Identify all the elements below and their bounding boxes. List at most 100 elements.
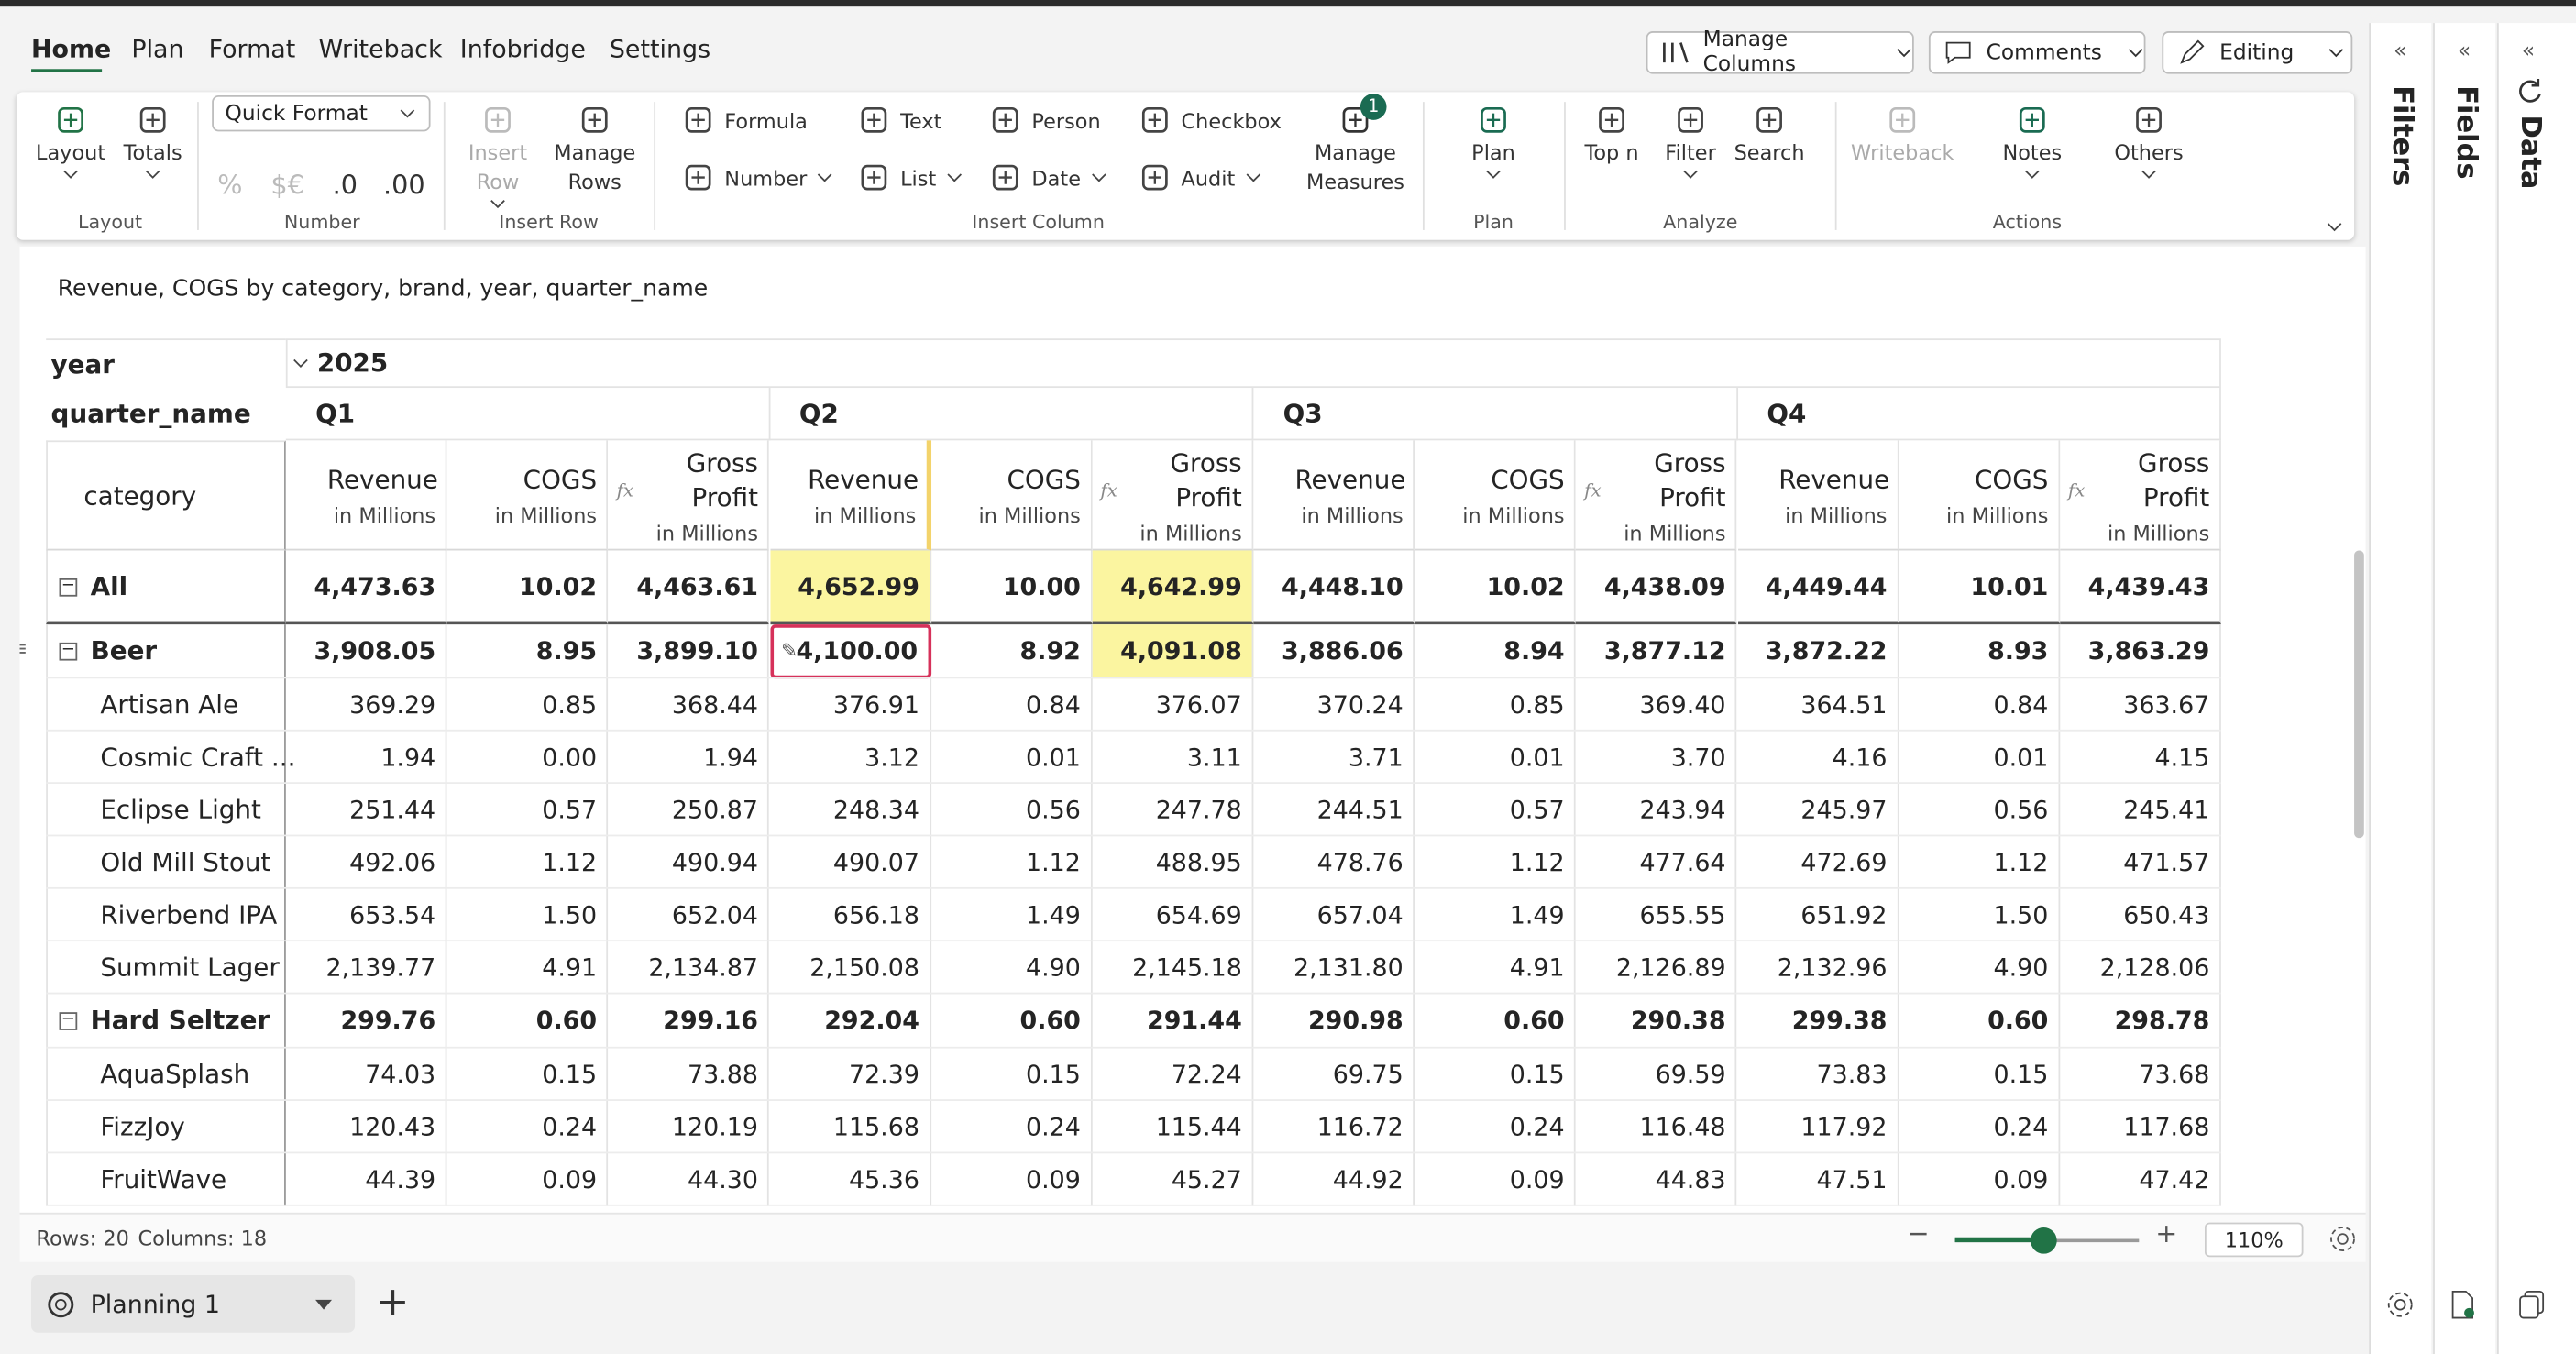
cell[interactable]: 8.95 (447, 624, 609, 678)
cell[interactable]: 3,908.05 (286, 624, 447, 678)
year-header[interactable]: 2025 (286, 338, 2221, 388)
ribbon-button[interactable]: List (857, 161, 962, 194)
cell[interactable]: 0.24 (1415, 1101, 1576, 1153)
cell[interactable]: 73.68 (2060, 1049, 2221, 1101)
column-header[interactable]: Revenuein Millions (1253, 440, 1415, 550)
export-icon[interactable] (2446, 1288, 2479, 1321)
cell[interactable]: 4,091.08 (1092, 624, 1253, 678)
cell[interactable]: 8.94 (1415, 624, 1576, 678)
cell[interactable]: 471.57 (2060, 836, 2221, 888)
quick-format-dropdown[interactable]: Quick Format (212, 95, 430, 131)
cell[interactable]: 3.11 (1092, 732, 1253, 784)
cell[interactable]: 45.36 (770, 1153, 931, 1205)
zoom-thumb[interactable] (2031, 1227, 2057, 1254)
cell[interactable]: 492.06 (286, 836, 447, 888)
cell[interactable]: 3,886.06 (1253, 624, 1415, 678)
cell[interactable]: 0.85 (1415, 678, 1576, 731)
manage-columns-button[interactable]: Manage Columns (1646, 31, 1914, 74)
cell[interactable]: 4,448.10 (1253, 550, 1415, 624)
cell[interactable]: 4.90 (1899, 941, 2060, 994)
cell[interactable]: 72.24 (1092, 1049, 1253, 1101)
cell[interactable]: 1.12 (930, 836, 1092, 888)
cell[interactable]: 4,439.43 (2060, 550, 2221, 624)
cell[interactable]: 4.16 (1737, 732, 1899, 784)
cell[interactable]: 73.88 (609, 1049, 770, 1101)
cell[interactable]: 10.00 (930, 550, 1092, 624)
cell[interactable]: 44.39 (286, 1153, 447, 1205)
cell[interactable]: 477.64 (1576, 836, 1737, 888)
cell[interactable]: 10.02 (1415, 550, 1576, 624)
cell[interactable]: 8.93 (1899, 624, 2060, 678)
cell[interactable]: 0.85 (447, 678, 609, 731)
cell[interactable]: 0.09 (1899, 1153, 2060, 1205)
ribbon-button[interactable]: Checkbox (1139, 104, 1282, 137)
cell[interactable]: 0.15 (447, 1049, 609, 1101)
cell[interactable]: 44.30 (609, 1153, 770, 1205)
cell[interactable]: 1.94 (609, 732, 770, 784)
cell[interactable]: 1.49 (1415, 889, 1576, 941)
ribbon-button[interactable]: Person (989, 104, 1101, 137)
cell[interactable]: 2,150.08 (770, 941, 931, 994)
cell[interactable]: 650.43 (2060, 889, 2221, 941)
cell[interactable]: 1.12 (1899, 836, 2060, 888)
format-button[interactable]: .00 (378, 170, 430, 201)
cell[interactable]: 364.51 (1737, 678, 1899, 731)
cell[interactable]: 47.42 (2060, 1153, 2221, 1205)
cell[interactable]: 4,473.63 (286, 550, 447, 624)
cell[interactable]: 0.56 (930, 784, 1092, 836)
cell[interactable]: 1.50 (447, 889, 609, 941)
fields-panel[interactable]: « Fields (2433, 23, 2495, 1354)
row-label[interactable]: Artisan Ale (46, 678, 286, 731)
cell[interactable]: 251.44 (286, 784, 447, 836)
cell[interactable]: 243.94 (1576, 784, 1737, 836)
cell[interactable]: 0.15 (930, 1049, 1092, 1101)
cell[interactable]: 4.15 (2060, 732, 2221, 784)
cell[interactable]: 116.72 (1253, 1101, 1415, 1153)
cell[interactable]: 490.94 (609, 836, 770, 888)
cell[interactable]: 3,872.22 (1737, 624, 1899, 678)
tab[interactable]: Plan (131, 35, 183, 64)
row-label[interactable]: FruitWave (46, 1153, 286, 1205)
cell[interactable]: 376.91 (770, 678, 931, 731)
cell[interactable]: 72.39 (770, 1049, 931, 1101)
column-header[interactable]: Revenuein Millions (286, 440, 447, 550)
cell[interactable]: 0.24 (930, 1101, 1092, 1153)
tab[interactable]: Format (209, 35, 296, 64)
tab[interactable]: Settings (610, 35, 710, 64)
cell[interactable]: 0.01 (1415, 732, 1576, 784)
cell[interactable]: 3,877.12 (1576, 624, 1737, 678)
cell[interactable]: 0.57 (447, 784, 609, 836)
cell[interactable]: 1.94 (286, 732, 447, 784)
cell[interactable]: 3.71 (1253, 732, 1415, 784)
column-header[interactable]: fxGross Profitin Millions (2060, 440, 2221, 550)
cell[interactable]: 299.16 (609, 994, 770, 1048)
column-header[interactable]: Revenuein Millions (770, 440, 931, 550)
row-label[interactable]: Riverbend IPA (46, 889, 286, 941)
cell[interactable]: 0.00 (447, 732, 609, 784)
cell[interactable]: 250.87 (609, 784, 770, 836)
cell[interactable]: 3.12 (770, 732, 931, 784)
settings-icon[interactable] (2383, 1288, 2416, 1321)
cell[interactable]: 4,642.99 (1092, 550, 1253, 624)
tab[interactable]: Home (31, 35, 111, 64)
column-header[interactable]: fxGross Profitin Millions (609, 440, 770, 550)
cell[interactable]: 472.69 (1737, 836, 1899, 888)
cell[interactable]: 292.04 (770, 994, 931, 1048)
cell[interactable]: 369.40 (1576, 678, 1737, 731)
column-header[interactable]: COGSin Millions (1899, 440, 2060, 550)
cell[interactable]: 120.19 (609, 1101, 770, 1153)
data-panel[interactable]: « Data (2497, 23, 2576, 1354)
cell[interactable]: 656.18 (770, 889, 931, 941)
zoom-in[interactable]: + (2155, 1217, 2177, 1249)
cell[interactable]: 0.09 (1415, 1153, 1576, 1205)
cell[interactable]: 44.92 (1253, 1153, 1415, 1205)
cell[interactable]: 655.55 (1576, 889, 1737, 941)
filters-panel[interactable]: « Filters (2369, 23, 2431, 1354)
cell[interactable]: 0.09 (930, 1153, 1092, 1205)
copy-icon[interactable] (2515, 1288, 2548, 1321)
cell[interactable]: 116.48 (1576, 1101, 1737, 1153)
cell[interactable]: 0.09 (447, 1153, 609, 1205)
row-label[interactable]: Eclipse Light (46, 784, 286, 836)
cell[interactable]: 2,131.80 (1253, 941, 1415, 994)
cell[interactable]: 0.56 (1899, 784, 2060, 836)
